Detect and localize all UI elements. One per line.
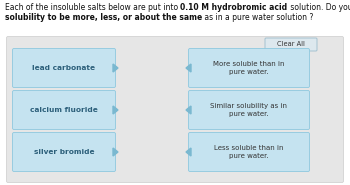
FancyBboxPatch shape (265, 38, 317, 51)
Text: Similar solubility as in
pure water.: Similar solubility as in pure water. (210, 103, 287, 117)
Text: as in a pure water solution ?: as in a pure water solution ? (202, 13, 314, 22)
Polygon shape (113, 106, 118, 114)
Polygon shape (186, 64, 191, 72)
Polygon shape (186, 106, 191, 114)
Text: silver bromide: silver bromide (34, 149, 94, 155)
Text: Less soluble than in
pure water.: Less soluble than in pure water. (214, 145, 284, 159)
Text: solution. Do you expect their: solution. Do you expect their (288, 3, 350, 12)
FancyBboxPatch shape (13, 90, 116, 130)
Text: solubility to be more, less, or about the same: solubility to be more, less, or about th… (5, 13, 202, 22)
FancyBboxPatch shape (13, 132, 116, 171)
Text: Each of the insoluble salts below are put into: Each of the insoluble salts below are pu… (5, 3, 181, 12)
FancyBboxPatch shape (189, 132, 309, 171)
Polygon shape (186, 148, 191, 156)
Polygon shape (113, 64, 118, 72)
Text: Clear All: Clear All (277, 41, 305, 48)
FancyBboxPatch shape (189, 90, 309, 130)
Polygon shape (113, 148, 118, 156)
Text: More soluble than in
pure water.: More soluble than in pure water. (213, 61, 285, 75)
Text: calcium fluoride: calcium fluoride (30, 107, 98, 113)
FancyBboxPatch shape (7, 36, 343, 182)
Text: lead carbonate: lead carbonate (33, 65, 96, 71)
Text: 0.10 M hydrobromic acid: 0.10 M hydrobromic acid (181, 3, 288, 12)
FancyBboxPatch shape (13, 48, 116, 88)
FancyBboxPatch shape (189, 48, 309, 88)
